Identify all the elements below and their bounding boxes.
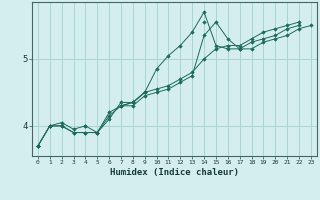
X-axis label: Humidex (Indice chaleur): Humidex (Indice chaleur) (110, 168, 239, 177)
